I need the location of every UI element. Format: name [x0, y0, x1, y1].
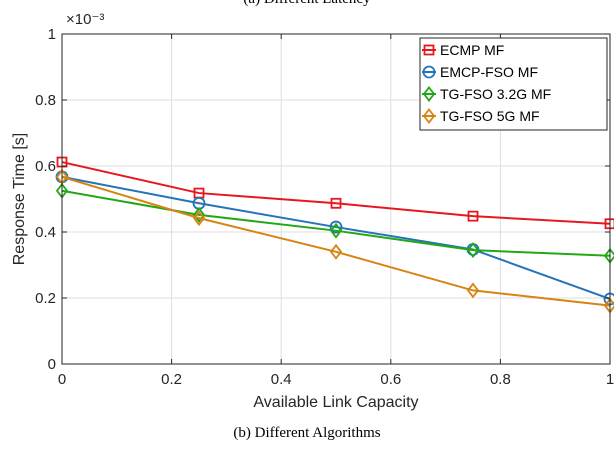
- y-axis-label: Response Time [s]: [11, 133, 28, 266]
- y-tick-label: 0: [48, 356, 56, 373]
- series-line: [61, 175, 611, 307]
- legend-marker: [422, 65, 436, 79]
- series-line: [61, 161, 611, 225]
- data-point: [192, 206, 206, 223]
- legend-entry: TG-FSO 5G MF: [422, 108, 540, 124]
- tick-labels: 0 0.2 0.4 0.6 0.8 1 0 0.2 0.4 0.6 0.8 1: [35, 26, 614, 388]
- x-axis-label: Available Link Capacity: [253, 394, 418, 411]
- plot-frame: [61, 33, 611, 365]
- y-tick-label: 0.6: [35, 158, 56, 175]
- y-tick-label: 0.4: [35, 224, 56, 241]
- data-point: [329, 222, 343, 239]
- series-tg-fso-5g-mf: [55, 168, 614, 314]
- y-multiplier-label: ×10⁻³: [66, 11, 104, 28]
- data-point: [330, 197, 342, 209]
- y-tick-label: 0.8: [35, 92, 56, 109]
- x-tick-label: 0: [58, 371, 66, 388]
- x-tick-label: 0.4: [271, 371, 292, 388]
- data-point: [329, 243, 343, 260]
- legend-entry: TG-FSO 3.2G MF: [422, 86, 551, 102]
- y-tick-label: 1: [48, 26, 56, 43]
- series-tg-fso-3-2g-mf: [55, 182, 614, 264]
- series-layer: [55, 156, 614, 314]
- legend-label: TG-FSO 3.2G MF: [440, 86, 551, 102]
- x-tick-label: 0.2: [161, 371, 182, 388]
- legend-entry: ECMP MF: [422, 42, 504, 58]
- series-line: [61, 189, 611, 257]
- data-point: [466, 242, 480, 259]
- x-tick-label: 0.8: [490, 371, 511, 388]
- figure-caption: (b) Different Algorithms: [233, 425, 381, 441]
- x-tick-label: 0.6: [380, 371, 401, 388]
- legend-marker: [423, 44, 435, 56]
- legend-box: [419, 37, 608, 131]
- legend-marker: [422, 86, 436, 102]
- legend-label: TG-FSO 5G MF: [440, 108, 540, 124]
- legend: ECMP MF EMCP-FSO MF TG-FSO 3.2G MF TG-FSO 5…: [419, 37, 608, 131]
- legend-marker: [422, 108, 436, 124]
- data-point: [466, 282, 480, 299]
- cropped-top-title: (a) Different Latency: [0, 0, 614, 8]
- legend-label: ECMP MF: [440, 42, 504, 58]
- data-point: [192, 210, 206, 227]
- legend-label: EMCP-FSO MF: [440, 64, 538, 80]
- data-point: [329, 220, 343, 234]
- data-point: [467, 210, 479, 222]
- legend-entry: EMCP-FSO MF: [422, 64, 538, 80]
- x-tick-label: 1: [606, 371, 614, 388]
- y-tick-label: 0.2: [35, 290, 56, 307]
- series-line: [61, 175, 611, 300]
